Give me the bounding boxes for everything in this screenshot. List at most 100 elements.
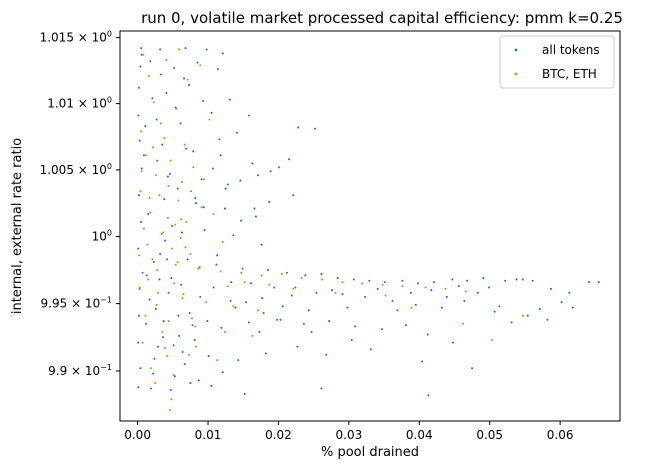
scatter-point-btc_eth (155, 303, 158, 307)
scatter-point-btc_eth (240, 271, 243, 274)
scatter-point-all_tokens (463, 299, 466, 302)
scatter-point-all_tokens (264, 352, 267, 355)
scatter-point-all_tokens (170, 277, 173, 280)
scatter-point-all_tokens (151, 97, 154, 100)
scatter-point-all_tokens (409, 291, 412, 294)
scatter-point-btc_eth (204, 301, 207, 304)
scatter-point-all_tokens (369, 348, 372, 351)
scatter-point-all_tokens (281, 305, 284, 308)
scatter-point-all_tokens (243, 392, 246, 395)
scatter-point-all_tokens (269, 170, 272, 173)
scatter-point-all_tokens (352, 278, 355, 281)
scatter-point-all_tokens (240, 219, 243, 222)
scatter-point-all_tokens (266, 269, 269, 272)
scatter-point-btc_eth (334, 291, 337, 294)
legend-box (499, 35, 615, 89)
scatter-point-all_tokens (183, 77, 186, 80)
scatter-point-btc_eth (185, 220, 188, 223)
scatter-point-all_tokens (315, 291, 318, 294)
legend-marker-all-tokens (514, 48, 518, 52)
scatter-point-all_tokens (285, 271, 288, 274)
scatter-point-btc_eth (176, 260, 179, 264)
scatter-point-all_tokens (560, 301, 563, 304)
scatter-point-all_tokens (140, 220, 143, 223)
scatter-point-btc_eth (178, 48, 181, 51)
scatter-point-all_tokens (336, 277, 339, 280)
x-tick-label: 0.04 (406, 428, 433, 442)
scatter-point-btc_eth (163, 137, 166, 140)
scatter-point-all_tokens (185, 147, 188, 150)
scatter-point-all_tokens (273, 286, 276, 289)
scatter-point-btc_eth (232, 305, 235, 308)
scatter-point-btc_eth (141, 341, 144, 344)
x-tick-label: 0.01 (195, 428, 222, 442)
scatter-point-btc_eth (168, 409, 172, 412)
scatter-point-all_tokens (597, 281, 600, 284)
scatter-point-all_tokens (234, 306, 237, 309)
scatter-point-all_tokens (350, 338, 353, 341)
scatter-point-btc_eth (461, 322, 465, 325)
scatter-point-all_tokens (568, 291, 571, 294)
scatter-point-btc_eth (174, 263, 177, 266)
scatter-point-all_tokens (149, 60, 152, 63)
scatter-point-all_tokens (215, 263, 218, 266)
scatter-point-all_tokens (221, 371, 224, 374)
scatter-point-btc_eth (194, 325, 197, 328)
scatter-point-btc_eth (521, 314, 524, 317)
scatter-point-btc_eth (145, 154, 148, 157)
scatter-point-all_tokens (262, 311, 265, 315)
plot-area: 0.00 0.01 0.02 0.03 0.04 0.05 0.06 9.9 × 10−19… (40, 30, 621, 442)
scatter-point-btc_eth (152, 146, 155, 149)
scatter-point-all_tokens (202, 99, 205, 102)
scatter-point-all_tokens (297, 126, 300, 129)
scatter-point-all_tokens (521, 278, 524, 281)
y-tick-label: 1.015 × 100 (40, 30, 112, 45)
scatter-point-all_tokens (426, 333, 429, 336)
scatter-point-all_tokens (476, 291, 479, 294)
scatter-point-btc_eth (138, 286, 141, 289)
scatter-point-all_tokens (368, 279, 371, 282)
scatter-point-all_tokens (220, 326, 223, 329)
scatter-point-all_tokens (245, 301, 248, 304)
scatter-point-all_tokens (341, 293, 344, 296)
scatter-point-all_tokens (296, 345, 299, 348)
scatter-point-all_tokens (452, 341, 455, 344)
scatter-point-all_tokens (197, 379, 200, 382)
scatter-point-btc_eth (202, 178, 205, 181)
scatter-point-all_tokens (498, 305, 501, 308)
scatter-point-all_tokens (445, 295, 448, 298)
scatter-point-all_tokens (325, 353, 328, 356)
scatter-point-btc_eth (424, 286, 427, 289)
scatter-point-all_tokens (224, 187, 227, 190)
scatter-point-btc_eth (147, 278, 150, 281)
scatter-point-all_tokens (152, 260, 155, 264)
scatter-point-btc_eth (190, 317, 193, 320)
scatter-point-all_tokens (396, 309, 399, 312)
scatter-point-btc_eth (149, 211, 152, 214)
scatter-point-btc_eth (361, 282, 364, 285)
scatter-point-btc_eth (384, 294, 387, 297)
scatter-point-btc_eth (341, 281, 344, 284)
scatter-point-btc_eth (256, 309, 260, 312)
y-tick-label: 9.95 × 10−1 (41, 296, 112, 311)
scatter-point-all_tokens (228, 98, 231, 101)
scatter-point-all_tokens (159, 252, 162, 256)
scatter-point-all_tokens (247, 321, 250, 324)
scatter-point-all_tokens (482, 277, 485, 280)
scatter-point-btc_eth (142, 53, 145, 56)
chart-title: run 0, volatile market processed capital… (141, 9, 623, 27)
scatter-point-all_tokens (471, 367, 474, 370)
scatter-point-all_tokens (330, 289, 334, 292)
scatter-point-all_tokens (196, 61, 199, 64)
scatter-point-all_tokens (207, 355, 210, 358)
scatter-point-all_tokens (205, 48, 208, 51)
scatter-point-all_tokens (161, 336, 165, 339)
scatter-point-all_tokens (194, 196, 197, 199)
scatter-point-btc_eth (292, 287, 295, 290)
scatter-point-all_tokens (510, 321, 513, 324)
scatter-point-all_tokens (531, 279, 534, 282)
x-tick-label: 0.06 (547, 428, 574, 442)
y-tick-label: 1.005 × 100 (40, 162, 112, 177)
scatter-point-all_tokens (230, 281, 233, 284)
